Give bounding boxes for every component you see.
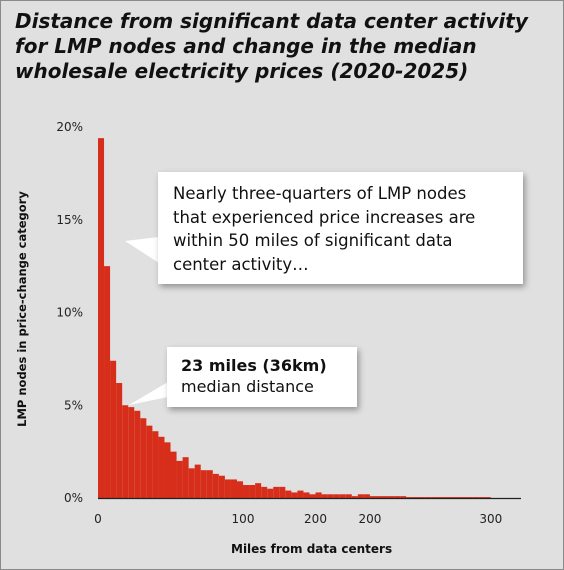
histogram-bar <box>140 418 147 498</box>
histogram-bar <box>122 405 129 498</box>
histogram-bar <box>128 407 135 498</box>
histogram-bar <box>249 485 256 498</box>
histogram-bar <box>315 492 322 498</box>
histogram-bar <box>218 475 225 498</box>
histogram-bar <box>478 497 485 498</box>
histogram-bar <box>110 360 117 498</box>
histogram-bar <box>255 483 262 498</box>
histogram-bar <box>351 496 358 498</box>
histogram-bar <box>230 479 237 498</box>
y-axis-label: LMP nodes in price-change category <box>15 191 29 427</box>
histogram-bar <box>321 494 328 498</box>
chart-title: Distance from significant data center ac… <box>15 9 528 83</box>
histogram-bar <box>375 496 383 498</box>
histogram-bar <box>400 496 407 498</box>
histogram-bar <box>194 464 201 498</box>
histogram-bar <box>448 497 455 498</box>
histogram-bar <box>273 486 280 498</box>
histogram-bar <box>327 494 334 498</box>
histogram-bar <box>164 442 171 498</box>
y-tick-label: 10% <box>56 306 83 320</box>
histogram-bar <box>134 410 141 498</box>
histogram-bar <box>466 497 473 498</box>
histogram-bar <box>369 496 376 498</box>
histogram-bar <box>261 486 268 498</box>
histogram-bar <box>206 470 213 498</box>
histogram-bar <box>176 460 183 498</box>
histogram-bar <box>224 479 231 498</box>
histogram-bar <box>303 492 310 498</box>
x-tick-label: 200 <box>304 512 327 526</box>
histogram-bar <box>484 497 491 498</box>
y-tick-label: 5% <box>64 398 83 412</box>
histogram-bar <box>339 494 346 498</box>
y-tick-label: 20% <box>56 120 83 134</box>
histogram-bar <box>442 497 449 498</box>
y-tick-label: 15% <box>56 213 83 227</box>
x-tick-label: 200 <box>358 512 381 526</box>
histogram-bar <box>460 497 467 498</box>
histogram-bar <box>430 497 437 498</box>
histogram-bar <box>188 468 195 498</box>
histogram-bar <box>98 138 105 498</box>
callout-main-line: center activity… <box>173 254 309 274</box>
histogram-bar <box>394 496 401 498</box>
callout-median: 23 miles (36km) median distance <box>167 347 357 407</box>
histogram-bar <box>333 494 340 498</box>
histogram-bar <box>212 473 219 498</box>
y-tick-label: 0% <box>64 491 83 505</box>
callout-main-pointer <box>125 237 159 263</box>
histogram-bar <box>200 470 207 498</box>
histogram-bar <box>406 497 413 498</box>
histogram-bar <box>243 485 250 498</box>
histogram-bar <box>285 490 292 498</box>
histogram-bar <box>388 496 395 498</box>
histogram-bar <box>146 425 153 498</box>
callout-main-line: that experienced price increases are <box>173 207 476 227</box>
histogram-bar <box>267 488 274 498</box>
histogram-bar <box>412 497 419 498</box>
histogram-bar <box>170 451 177 499</box>
histogram-bar <box>363 494 370 498</box>
histogram-bar <box>291 492 298 498</box>
histogram-bar <box>418 497 425 498</box>
histogram-bar <box>116 382 123 498</box>
histogram-bar <box>152 431 159 498</box>
callout-main-line: Nearly three-quarters of LMP nodes <box>173 184 467 203</box>
histogram-bar <box>357 494 364 498</box>
x-tick-label: 100 <box>232 512 255 526</box>
histogram-bar <box>182 457 189 498</box>
callout-median-pointer <box>129 382 168 405</box>
x-tick-label: 300 <box>479 512 502 526</box>
callout-main: Nearly three-quarters of LMP nodes that … <box>158 172 523 284</box>
callout-main-line: within 50 miles of significant data <box>173 231 453 250</box>
x-axis-label: Miles from data centers <box>231 542 393 556</box>
x-tick-label: 0 <box>94 512 102 526</box>
callout-median-caption: median distance <box>181 377 314 396</box>
histogram-bar <box>158 436 165 498</box>
histogram-bar <box>424 497 431 498</box>
histogram-bar <box>472 497 479 498</box>
histogram-bar <box>436 497 443 498</box>
histogram-bar <box>345 494 352 498</box>
histogram-bar <box>236 481 244 498</box>
histogram-bar <box>297 490 304 498</box>
histogram-bar <box>309 494 316 498</box>
histogram-bar <box>279 486 286 498</box>
histogram-bar <box>382 496 389 498</box>
histogram-bar <box>104 266 111 499</box>
histogram-bar <box>454 497 461 498</box>
callout-median-value: 23 miles (36km) <box>181 356 327 375</box>
